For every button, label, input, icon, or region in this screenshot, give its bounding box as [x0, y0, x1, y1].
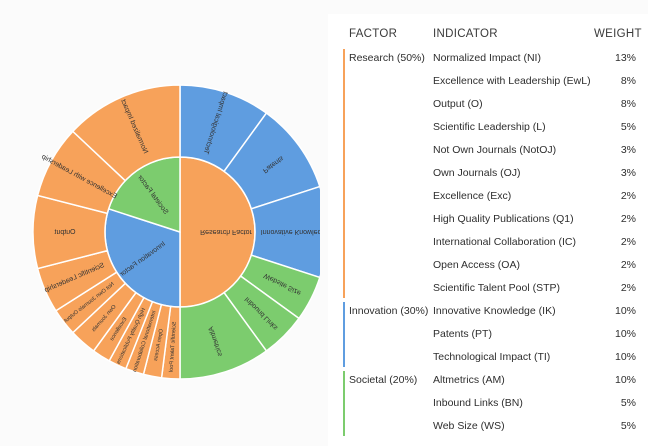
indicator-name: Inbound Links (BN)	[433, 397, 523, 409]
indicator-name: Not Own Journals (NotOJ)	[433, 144, 557, 156]
factor-label: Innovation (30%)	[349, 305, 429, 317]
outer-segment-label: Output	[54, 229, 75, 236]
indicator-column-header: INDICATOR	[433, 28, 498, 40]
indicator-weight: 2%	[620, 282, 636, 294]
indicator-weight: 8%	[620, 75, 636, 87]
indicator-table-panel	[328, 14, 648, 446]
inner-segment-label: Research Factor	[200, 228, 252, 235]
factor-column-header: FACTOR	[349, 28, 398, 40]
indicator-weight: 5%	[620, 420, 636, 432]
indicator-name: Scientific Leadership (L)	[433, 121, 546, 133]
indicator-name: Technological Impact (TI)	[433, 351, 551, 363]
indicator-name: Excellence with Leadership (EwL)	[433, 75, 591, 87]
indicator-weight: 10%	[614, 351, 636, 363]
factor-color-bar	[343, 49, 345, 298]
indicator-weight: 3%	[620, 144, 636, 156]
indicator-name: Excellence (Exc)	[433, 190, 512, 202]
indicator-weight: 13%	[614, 52, 636, 64]
indicator-weight: 3%	[620, 167, 636, 179]
outer-segment	[71, 84, 181, 182]
indicator-name: Own Journals (OJ)	[433, 167, 521, 179]
indicator-name: Innovative Knowledge (IK)	[433, 305, 556, 317]
indicator-weight: 10%	[614, 328, 636, 340]
factor-label: Societal (20%)	[349, 374, 418, 386]
indicator-weight: 2%	[620, 190, 636, 202]
indicator-weight: 2%	[620, 259, 636, 271]
indicator-weight: 2%	[620, 236, 636, 248]
outer-segment-label: Scientific Talent Pool	[169, 321, 178, 372]
factor-color-bar	[343, 302, 345, 367]
indicator-name: Altmetrics (AM)	[433, 374, 505, 386]
indicator-name: High Quality Publications (Q1)	[433, 213, 574, 225]
indicator-weight: 2%	[620, 213, 636, 225]
indicator-weight: 10%	[614, 305, 636, 317]
weight-column-header: WEIGHT	[594, 28, 642, 40]
indicator-name: Normalized Impact (NI)	[433, 52, 541, 64]
indicator-name: Scientific Talent Pool (STP)	[433, 282, 561, 294]
indicator-name: Patents (PT)	[433, 328, 492, 340]
indicator-name: International Collaboration (IC)	[433, 236, 576, 248]
factor-color-bar	[343, 371, 345, 436]
indicator-weight: 8%	[620, 98, 636, 110]
indicator-weight: 5%	[620, 121, 636, 133]
indicator-name: Web Size (WS)	[433, 420, 505, 432]
indicator-weight: 10%	[614, 374, 636, 386]
indicator-weight: 5%	[620, 397, 636, 409]
outer-segment-label: Innovative Knowledge	[261, 228, 320, 235]
factor-label: Research (50%)	[349, 52, 425, 64]
indicator-name: Open Access (OA)	[433, 259, 520, 271]
indicator-name: Output (O)	[433, 98, 483, 110]
